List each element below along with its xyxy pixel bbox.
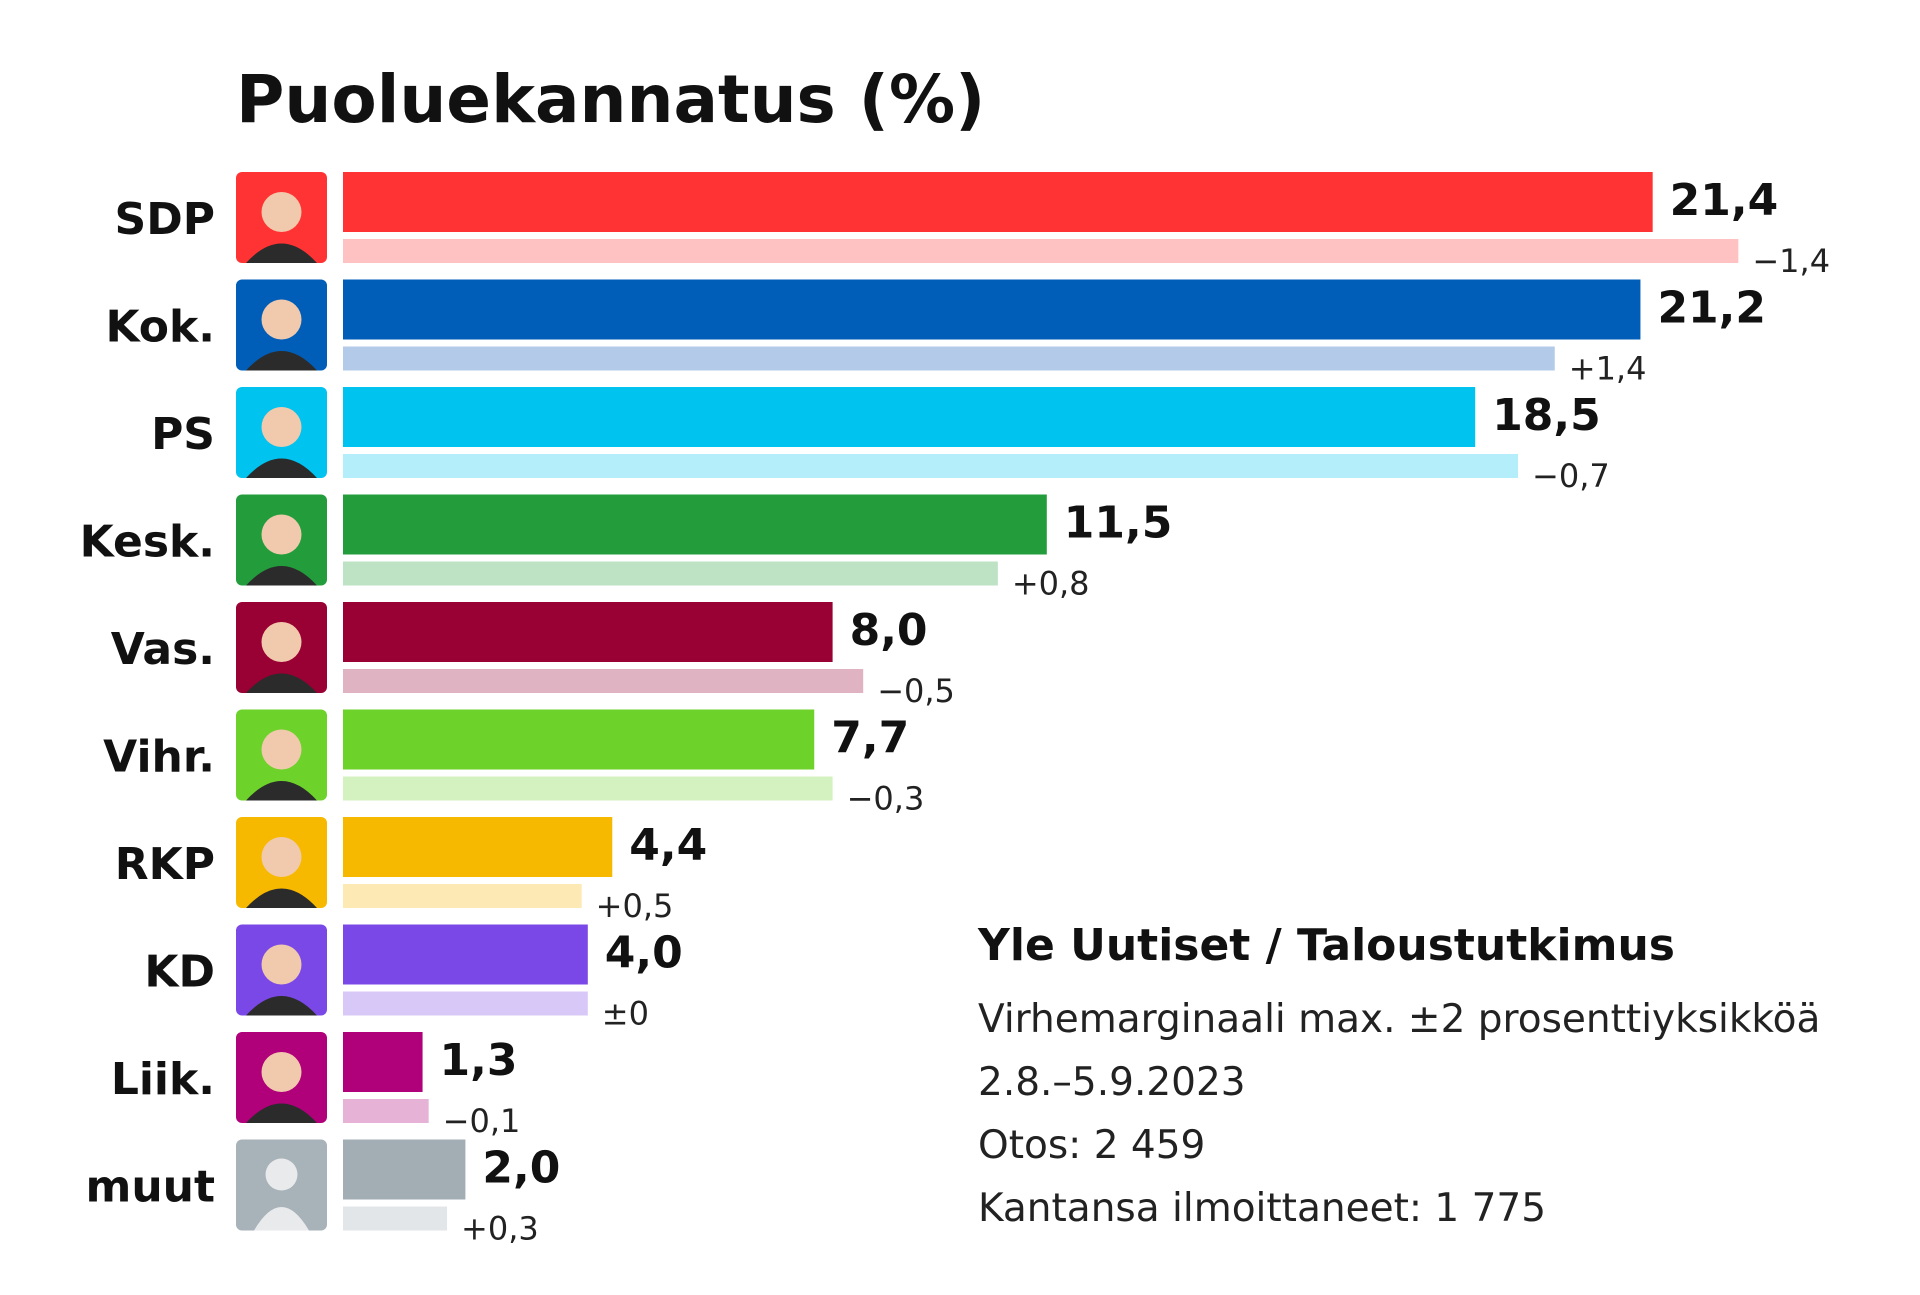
- value-label: 11,5: [1064, 498, 1173, 549]
- portrait-kesk-icon: [236, 494, 327, 586]
- party-label: Vas.: [111, 624, 215, 675]
- party-row-vas: Vas. 8,0 −0,5: [111, 602, 955, 710]
- bar-previous: [343, 669, 864, 693]
- bar-current: [343, 817, 613, 877]
- change-label: ±0: [602, 995, 649, 1033]
- bar-previous: [343, 239, 1739, 263]
- sample-size-text: Otos: 2 459: [978, 1123, 1205, 1168]
- portrait-kok-icon: [236, 279, 327, 371]
- portrait-ps-icon: [236, 387, 327, 478]
- party-label: RKP: [115, 839, 215, 890]
- bar-previous: [343, 1206, 448, 1231]
- source-note: Yle Uutiset / Taloustutkimus Virhemargin…: [977, 920, 1820, 1231]
- party-label: Kok.: [105, 302, 215, 353]
- value-label: 2,0: [482, 1143, 560, 1194]
- bar-current: [343, 279, 1641, 340]
- change-label: +0,8: [1012, 565, 1090, 603]
- margin-of-error-text: Virhemarginaali max. ±2 prosenttiyksikkö…: [978, 997, 1820, 1042]
- bar-current: [343, 494, 1047, 555]
- party-row-liik: Liik. 1,3 −0,1: [111, 1032, 521, 1140]
- change-label: −0,1: [443, 1102, 521, 1140]
- portrait-kd-icon: [236, 924, 327, 1016]
- bar-current: [343, 602, 833, 662]
- bar-current: [343, 924, 588, 985]
- change-label: +0,3: [461, 1210, 539, 1248]
- change-label: −0,5: [877, 672, 955, 710]
- party-row-sdp: SDP 21,4 −1,4: [115, 172, 1830, 280]
- bar-current: [343, 1139, 466, 1200]
- bar-previous: [343, 346, 1555, 371]
- portrait-sdp-icon: [236, 172, 327, 263]
- bar-previous: [343, 1099, 429, 1123]
- party-row-rkp: RKP 4,4 +0,5: [115, 817, 707, 925]
- party-row-muut: muut 2,0 +0,3: [85, 1139, 560, 1248]
- change-label: +1,4: [1569, 350, 1647, 388]
- change-label: −1,4: [1752, 242, 1830, 280]
- bar-current: [343, 709, 815, 770]
- change-label: +0,5: [596, 887, 674, 925]
- bar-current: [343, 1032, 423, 1092]
- portrait-rkp-icon: [236, 817, 327, 908]
- value-label: 21,2: [1657, 283, 1766, 334]
- bar-rows: SDP 21,4 −1,4 Kok. 21,2 +1,4 PS 18,5 −0,7 Kesk. 11…: [80, 172, 1830, 1248]
- bar-previous: [343, 454, 1519, 478]
- party-row-kok: Kok. 21,2 +1,4: [105, 279, 1766, 388]
- value-label: 21,4: [1670, 175, 1779, 226]
- value-label: 4,0: [605, 928, 683, 979]
- party-row-vihr: Vihr. 7,7 −0,3: [103, 709, 925, 818]
- party-label: KD: [144, 947, 215, 998]
- placeholder-person-icon: [236, 1139, 327, 1231]
- party-label: PS: [151, 409, 215, 460]
- party-row-kd: KD 4,0 ±0: [144, 924, 683, 1033]
- change-label: −0,7: [1532, 457, 1610, 495]
- value-label: 4,4: [629, 820, 707, 871]
- value-label: 7,7: [831, 713, 909, 764]
- bar-current: [343, 387, 1476, 447]
- party-label: Kesk.: [80, 517, 215, 568]
- value-label: 18,5: [1492, 390, 1601, 441]
- bar-current: [343, 172, 1653, 232]
- value-label: 1,3: [440, 1035, 518, 1086]
- value-label: 8,0: [850, 605, 928, 656]
- portrait-vihr-icon: [236, 709, 327, 801]
- respondents-text: Kantansa ilmoittaneet: 1 775: [978, 1186, 1546, 1231]
- change-label: −0,3: [847, 780, 925, 818]
- source-title: Yle Uutiset / Taloustutkimus: [977, 920, 1675, 971]
- survey-period-text: 2.8.–5.9.2023: [978, 1060, 1246, 1105]
- party-label: SDP: [115, 194, 215, 245]
- chart-title: Puoluekannatus (%): [236, 61, 985, 138]
- party-label: Vihr.: [103, 732, 215, 783]
- portrait-liik-icon: [236, 1032, 327, 1123]
- party-label: muut: [85, 1162, 215, 1213]
- party-label: Liik.: [111, 1054, 215, 1105]
- portrait-vas-icon: [236, 602, 327, 693]
- bar-previous: [343, 991, 588, 1016]
- party-row-kesk: Kesk. 11,5 +0,8: [80, 494, 1173, 603]
- bar-previous: [343, 561, 998, 586]
- bar-previous: [343, 776, 833, 801]
- bar-previous: [343, 884, 582, 908]
- party-row-ps: PS 18,5 −0,7: [151, 387, 1610, 495]
